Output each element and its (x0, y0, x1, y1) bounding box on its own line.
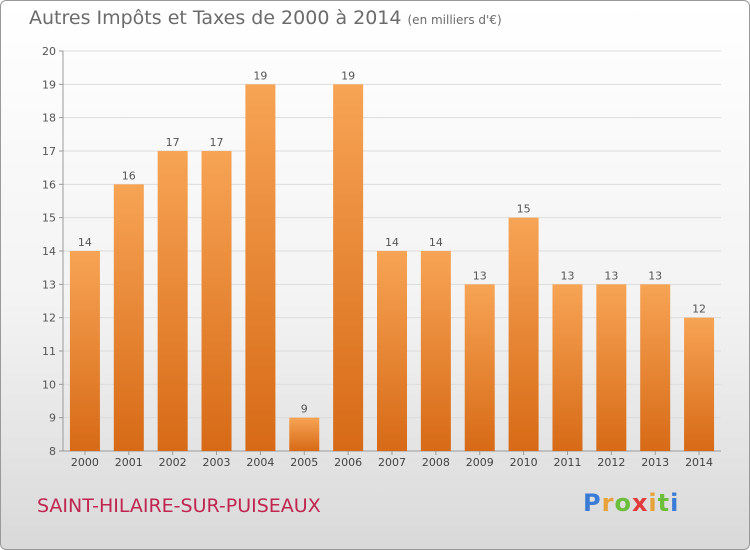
x-tick-label: 2013 (641, 456, 669, 469)
bar-value-label: 13 (648, 269, 662, 282)
y-tick-label: 15 (42, 212, 56, 225)
bar (333, 84, 364, 451)
y-tick-label: 18 (42, 112, 56, 125)
bar-value-label: 19 (341, 69, 355, 82)
bar-value-label: 17 (166, 136, 180, 149)
bar-value-label: 17 (210, 136, 224, 149)
y-tick-label: 16 (42, 178, 56, 191)
y-tick-label: 8 (49, 445, 56, 458)
x-tick-label: 2003 (203, 456, 231, 469)
bar-value-label: 12 (692, 303, 706, 316)
bar-value-label: 16 (122, 169, 136, 182)
bar (69, 251, 100, 451)
commune-name: SAINT-HILAIRE-SUR-PUISEAUX (37, 495, 321, 517)
chart-title: Autres Impôts et Taxes de 2000 à 2014 (29, 7, 402, 29)
logo-letter: o (614, 489, 632, 517)
x-tick-label: 2008 (422, 456, 450, 469)
logo-letter: x (631, 489, 649, 517)
y-tick-label: 17 (42, 145, 56, 158)
y-tick-label: 10 (42, 378, 56, 391)
y-tick-label: 19 (42, 78, 56, 91)
data-labels: 14 16 17 17 19 9 19 14 14 13 15 13 13 13 12 (78, 69, 706, 415)
logo-letter: P (583, 489, 602, 517)
x-tick-label: 2006 (334, 456, 362, 469)
bar (420, 251, 451, 451)
x-tick-label: 2012 (597, 456, 625, 469)
x-tick-label: 2004 (246, 456, 274, 469)
bar-value-label: 13 (473, 269, 487, 282)
x-tick-label: 2005 (290, 456, 318, 469)
x-tick-label: 2000 (71, 456, 99, 469)
chart-title-block: Autres Impôts et Taxes de 2000 à 2014 (en… (29, 7, 502, 29)
x-tick-label: 2009 (466, 456, 494, 469)
chart-subtitle: (en milliers d'€) (407, 13, 502, 27)
bar (640, 284, 671, 451)
y-tick-label: 9 (49, 412, 56, 425)
y-tick-label: 20 (42, 45, 56, 58)
x-tick-label: 2007 (378, 456, 406, 469)
y-tick-label: 11 (42, 345, 56, 358)
bar (113, 184, 144, 452)
y-tick-label: 12 (42, 312, 56, 325)
x-tick-label: 2014 (685, 456, 713, 469)
bar (508, 217, 539, 451)
bar-value-label: 14 (78, 236, 92, 249)
bar-value-label: 19 (253, 69, 267, 82)
bar (201, 151, 232, 451)
bar-value-label: 9 (301, 403, 308, 416)
proxiti-logo: Proxiti (583, 489, 679, 517)
logo-letter: t (657, 489, 671, 517)
x-tick-label: 2011 (553, 456, 581, 469)
y-tick-label: 14 (42, 245, 56, 258)
logo-letter: i (648, 489, 658, 517)
bar-value-label: 15 (517, 203, 531, 216)
x-tick-label: 2002 (159, 456, 187, 469)
bar (552, 284, 583, 451)
bar-value-label: 13 (604, 269, 618, 282)
x-tick-label: 2001 (115, 456, 143, 469)
x-tick-label: 2010 (510, 456, 538, 469)
bar-value-label: 13 (560, 269, 574, 282)
logo-letter: i (670, 489, 680, 517)
bar-value-label: 14 (429, 236, 443, 249)
logo-letter: r (601, 489, 615, 517)
bar (245, 84, 276, 451)
bar (596, 284, 627, 451)
bar (464, 284, 495, 451)
bars (69, 84, 715, 452)
bar-value-label: 14 (385, 236, 399, 249)
bar (377, 251, 407, 451)
bar (684, 317, 715, 451)
bar (157, 151, 188, 451)
bar (289, 417, 320, 451)
y-tick-label: 13 (42, 278, 56, 291)
